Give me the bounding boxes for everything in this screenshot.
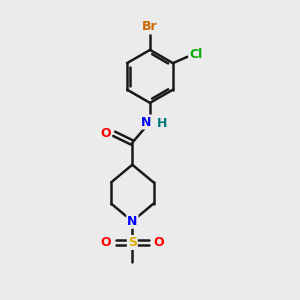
- Text: S: S: [128, 236, 137, 249]
- Text: O: O: [101, 236, 111, 249]
- Text: Cl: Cl: [189, 48, 203, 61]
- Text: O: O: [100, 127, 111, 140]
- Text: Br: Br: [142, 20, 158, 33]
- Text: H: H: [157, 117, 168, 130]
- Text: N: N: [141, 116, 152, 128]
- Text: O: O: [153, 236, 164, 249]
- Text: N: N: [127, 215, 137, 228]
